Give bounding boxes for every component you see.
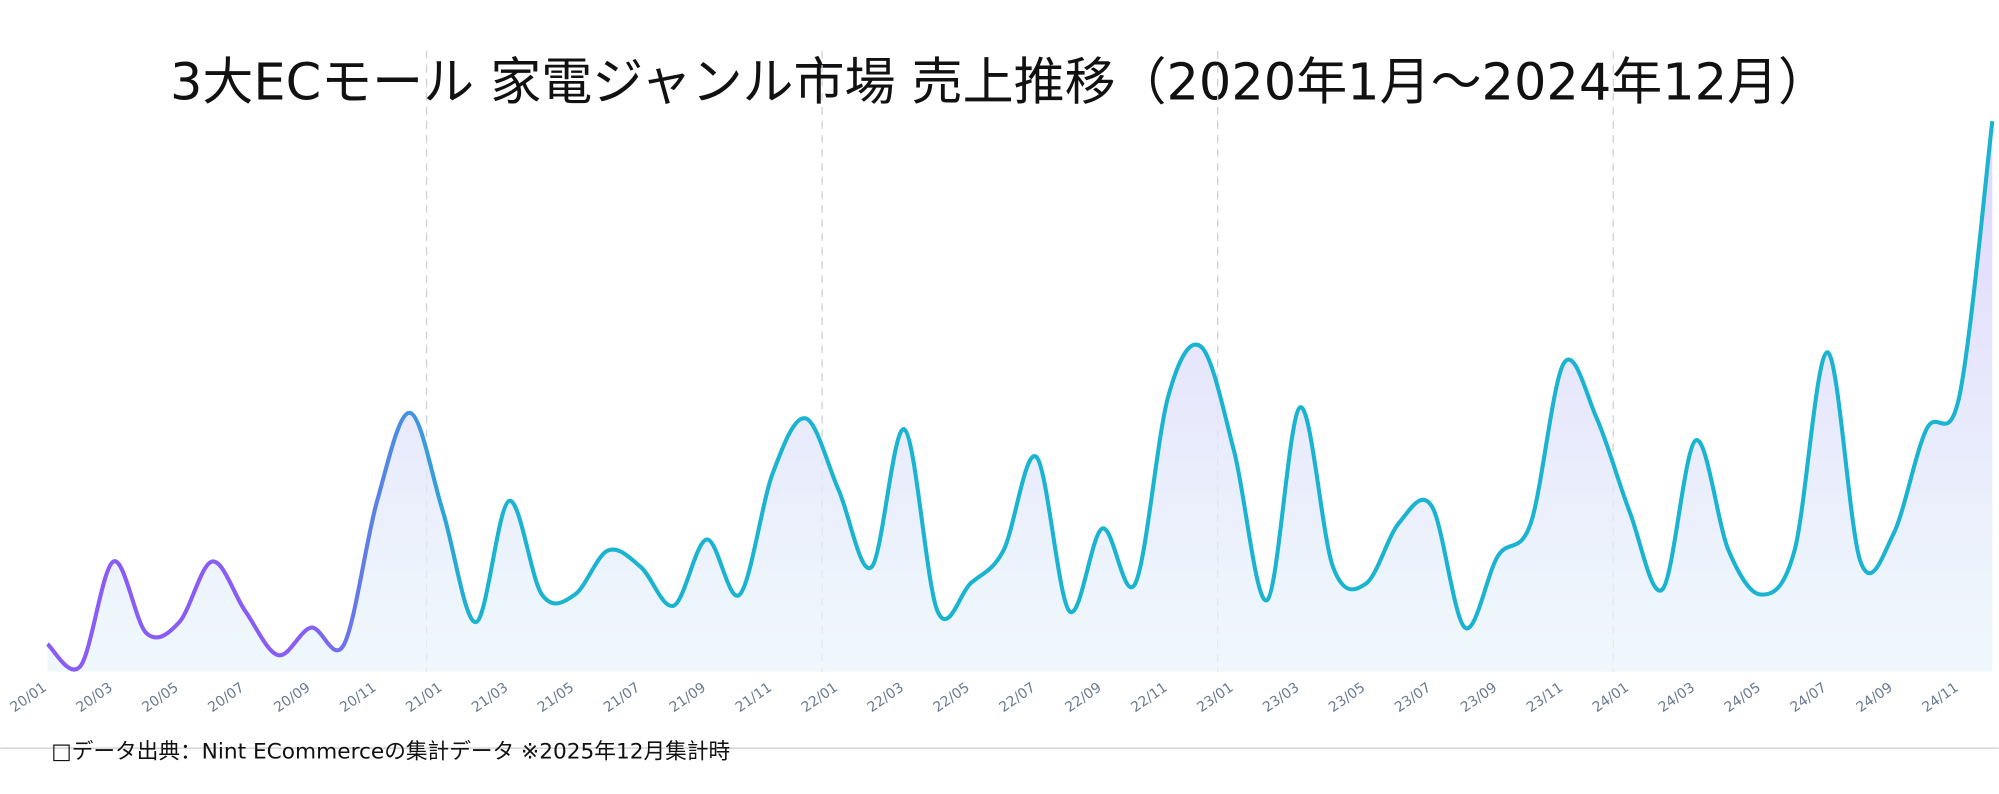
x-tick-label: 22/11 (1128, 680, 1170, 716)
x-tick-label: 20/03 (73, 680, 115, 716)
x-tick-label: 23/05 (1326, 680, 1368, 716)
x-tick-label: 22/07 (996, 680, 1038, 716)
x-tick-label: 23/11 (1524, 680, 1566, 716)
x-tick-label: 24/11 (1919, 680, 1961, 716)
x-tick-label: 24/09 (1853, 680, 1895, 716)
x-tick-label: 24/07 (1788, 680, 1830, 716)
x-tick-label: 24/03 (1656, 680, 1698, 716)
x-tick-label: 22/09 (1062, 680, 1104, 716)
chart-title: 3大ECモール 家電ジャンル市場 売上推移（2020年1月～2024年12月） (170, 53, 1829, 112)
x-tick-label: 20/05 (139, 680, 181, 716)
area (47, 121, 1993, 672)
x-tick-label: 23/01 (1194, 680, 1236, 716)
x-tick-label: 22/05 (931, 680, 973, 716)
x-tick-label: 23/07 (1392, 680, 1434, 716)
x-tick-label: 23/09 (1458, 680, 1500, 716)
x-tick-label: 21/05 (535, 680, 577, 716)
x-tick-label: 20/09 (271, 680, 313, 716)
line (46, 120, 1995, 672)
x-tick-label: 21/11 (733, 680, 775, 716)
footnote: □データ出典：Nint ECommerceの集計データ ※2025年12月集計時 (51, 739, 730, 764)
x-tick-label: 24/05 (1722, 680, 1764, 716)
x-tick-label: 21/07 (601, 680, 643, 716)
x-tick-label: 20/07 (205, 680, 247, 716)
x-tick-label: 24/01 (1590, 680, 1632, 716)
x-tick-label: 21/09 (667, 680, 709, 716)
x-tick-label: 20/11 (337, 680, 379, 716)
x-tick-label: 21/01 (403, 680, 445, 716)
x-tick-label: 21/03 (469, 680, 511, 716)
x-tick-label: 22/01 (799, 680, 841, 716)
x-tick-label: 20/01 (8, 680, 50, 716)
x-tick-label: 23/03 (1260, 680, 1302, 716)
x-tick-label: 22/03 (865, 680, 907, 716)
